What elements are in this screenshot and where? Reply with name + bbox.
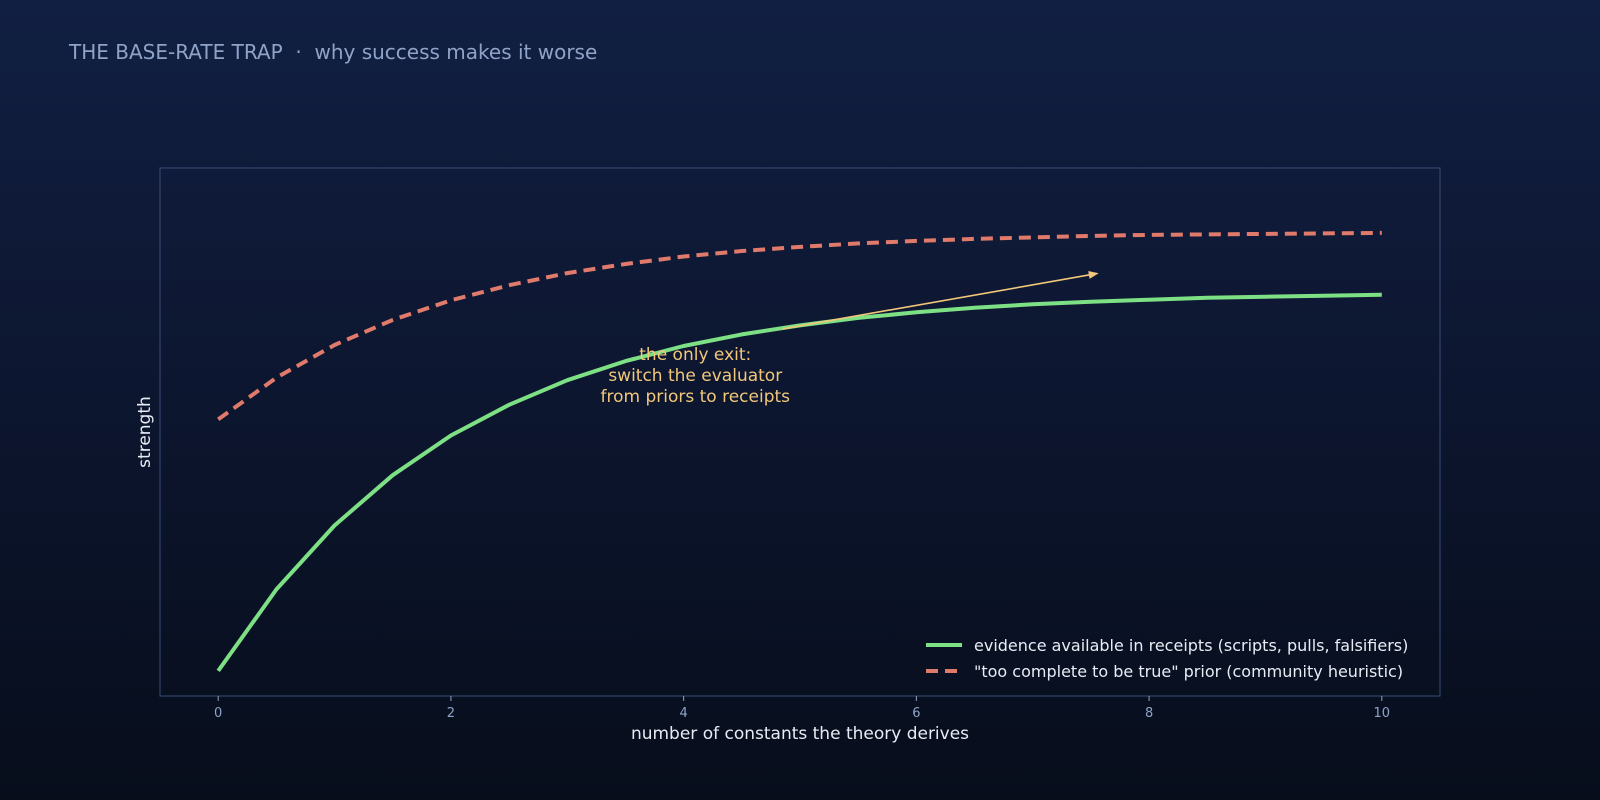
x-tick-label-8: 8 — [1145, 706, 1153, 721]
x-tick-label-6: 6 — [912, 706, 920, 721]
x-axis-label: number of constants the theory derives — [631, 724, 969, 744]
x-tick-label-0: 0 — [214, 706, 222, 721]
series-line-prior — [217, 230, 1382, 422]
annotation-arrow — [782, 271, 1099, 330]
annotation-text-line-1: the only exit: — [639, 345, 751, 365]
annotation-text-line-2: switch the evaluator — [608, 366, 782, 386]
legend-label-prior: "too complete to be true" prior (communi… — [974, 662, 1403, 681]
chart-title: THE BASE-RATE TRAP · why success makes i… — [69, 40, 597, 64]
title-separator: · — [295, 40, 302, 64]
annotation-text-line-3: from priors to receipts — [601, 387, 791, 407]
title-subtitle: why success makes it worse — [314, 40, 598, 64]
x-tick-label-2: 2 — [447, 706, 455, 721]
x-tick-label-4: 4 — [679, 706, 687, 721]
plot-frame — [159, 167, 1441, 697]
y-axis-label: strength — [135, 396, 155, 468]
series-line-evidence — [216, 292, 1382, 673]
title-main: THE BASE-RATE TRAP — [69, 40, 283, 64]
legend-label-evidence: evidence available in receipts (scripts,… — [974, 636, 1408, 655]
x-tick-label-10: 10 — [1374, 706, 1391, 721]
